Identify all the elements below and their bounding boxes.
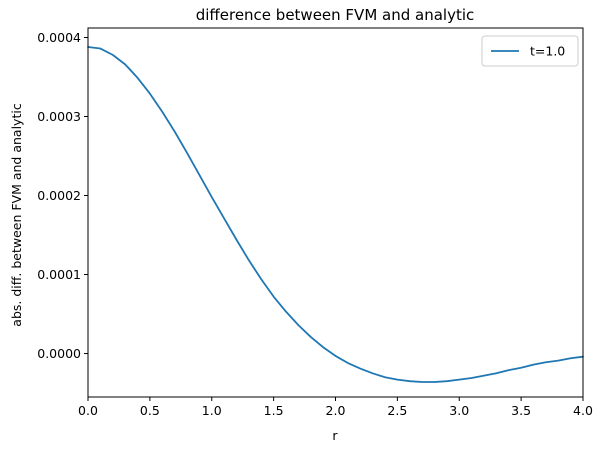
x-tick-label: 1.0 [202,403,222,418]
axes-frame [87,27,584,398]
x-tick-label: 4.0 [573,403,593,418]
y-tick-label: 0.0004 [37,30,81,45]
series-line-0 [87,46,584,383]
legend-frame [481,35,579,67]
y-tick-label: 0.0000 [37,346,81,361]
x-tick-label: 0.0 [78,403,98,418]
legend-label-t-1-0: t=1.0 [530,44,565,59]
x-tick-label: 2.0 [326,403,346,418]
y-axis-label: abs. diff. between FVM and analytic [9,103,24,327]
plot-area [87,27,584,398]
legend: t=1.0 [481,35,579,67]
y-tick-label: 0.0002 [37,188,81,203]
x-tick-label: 2.5 [387,403,407,418]
x-tick-label: 1.5 [264,403,284,418]
x-tick-label: 0.5 [140,403,160,418]
chart-title: difference between FVM and analytic [196,6,475,24]
x-tick-label: 3.5 [511,403,531,418]
y-tick-label: 0.0003 [37,109,81,124]
y-tick-label: 0.0001 [37,267,81,282]
x-axis-label: r [332,428,338,443]
x-tick-label: 3.0 [449,403,469,418]
x-axis: 0.0 0.5 1.0 1.5 2.0 2.5 3.0 3.5 4.0 [78,397,593,418]
y-axis: 0.0000 0.0001 0.0002 0.0003 0.0004 [37,30,88,361]
